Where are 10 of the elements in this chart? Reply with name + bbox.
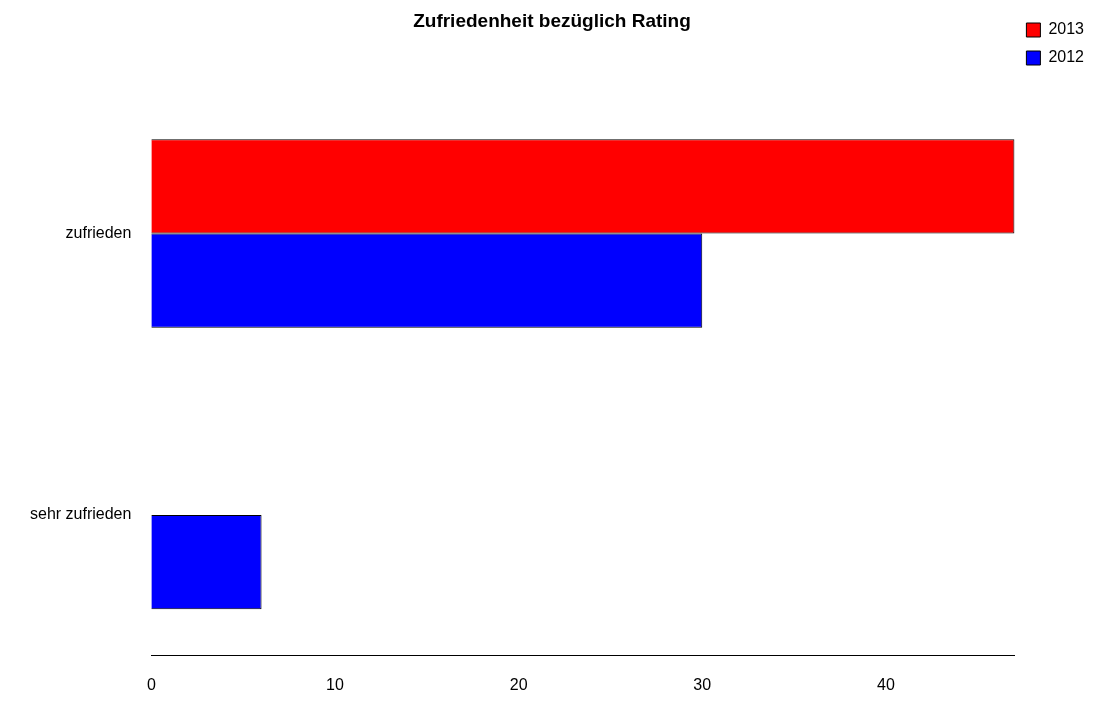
x-tick-label: 10 bbox=[326, 675, 345, 693]
y-tick-label: sehr zufrieden bbox=[30, 505, 132, 523]
legend-label: 2012 bbox=[1048, 48, 1085, 66]
y-tick-label: zufrieden bbox=[65, 223, 132, 241]
x-tick-label: 30 bbox=[693, 675, 712, 693]
x-tick-label: 20 bbox=[509, 675, 528, 693]
x-tick-label: 0 bbox=[146, 675, 156, 693]
x-tick-label: 40 bbox=[876, 675, 895, 693]
legend-label: 2013 bbox=[1048, 20, 1085, 38]
chart-title: Zufriedenheit bezüglich Rating bbox=[413, 9, 691, 31]
